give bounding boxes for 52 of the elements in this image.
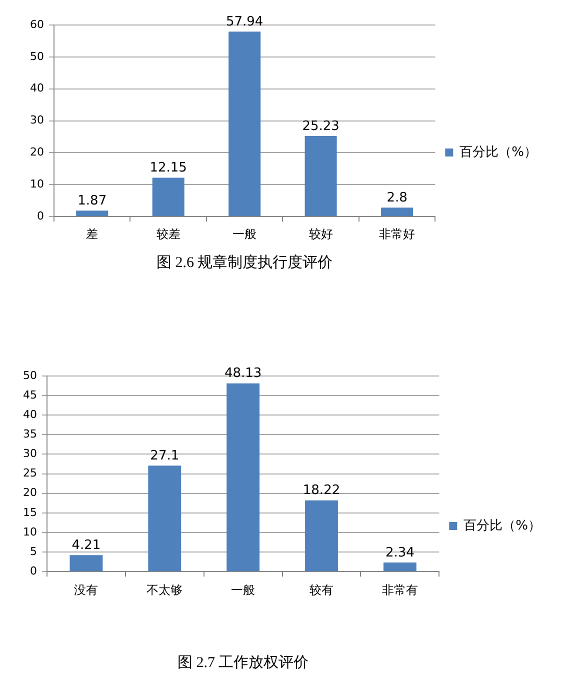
x-tick-label: 一般 bbox=[231, 582, 256, 597]
bar bbox=[228, 32, 261, 216]
x-tick-label: 一般 bbox=[232, 226, 257, 241]
data-label: 2.34 bbox=[385, 545, 414, 560]
legend-label: 百分比（%） bbox=[460, 144, 538, 160]
data-label: 25.23 bbox=[302, 118, 340, 134]
data-label: 12.15 bbox=[150, 160, 187, 176]
data-label: 27.1 bbox=[150, 448, 180, 464]
y-tick-label: 0 bbox=[36, 209, 44, 222]
y-tick-label: 0 bbox=[30, 564, 37, 578]
x-tick-label: 较好 bbox=[308, 226, 333, 241]
data-label: 48.13 bbox=[224, 366, 262, 382]
y-tick-label: 40 bbox=[30, 82, 44, 95]
x-tick-label: 没有 bbox=[74, 582, 98, 597]
legend-label: 百分比（%） bbox=[464, 518, 542, 534]
y-tick-label: 30 bbox=[30, 114, 44, 127]
data-label: 4.21 bbox=[72, 538, 101, 554]
bar bbox=[304, 136, 337, 216]
data-label: 57.94 bbox=[226, 14, 264, 30]
y-tick-label: 15 bbox=[22, 506, 37, 519]
y-tick-label: 45 bbox=[22, 388, 37, 402]
y-tick-label: 25 bbox=[22, 466, 37, 480]
bar bbox=[148, 466, 182, 572]
y-tick-label: 20 bbox=[22, 486, 37, 500]
y-tick-label: 40 bbox=[22, 408, 37, 421]
x-tick-label: 不太够 bbox=[146, 582, 183, 597]
text: 图 2.6 规章制度执行度评价 bbox=[156, 254, 333, 271]
bar bbox=[76, 210, 108, 216]
text: 图 2.7 工作放权评价 bbox=[177, 654, 309, 671]
bar bbox=[152, 178, 184, 216]
x-tick-label: 非常好 bbox=[379, 226, 416, 241]
bar bbox=[383, 562, 416, 572]
data-label: 18.22 bbox=[302, 483, 340, 498]
y-tick-label: 50 bbox=[30, 50, 44, 63]
x-tick-label: 较差 bbox=[156, 226, 180, 241]
bar bbox=[226, 383, 260, 572]
data-label: 2.8 bbox=[386, 190, 408, 206]
bar bbox=[305, 500, 338, 572]
y-tick-label: 10 bbox=[22, 525, 37, 538]
y-tick-label: 5 bbox=[30, 544, 37, 558]
y-tick-label: 60 bbox=[30, 18, 44, 31]
y-tick-label: 20 bbox=[30, 146, 44, 159]
y-tick-label: 10 bbox=[30, 178, 44, 191]
x-tick-label: 非常有 bbox=[382, 582, 418, 597]
x-tick-label: 较有 bbox=[310, 582, 334, 597]
data-label: 1.87 bbox=[78, 194, 107, 209]
x-tick-label: 差 bbox=[86, 226, 98, 241]
y-tick-label: 50 bbox=[22, 368, 37, 382]
y-tick-label: 35 bbox=[22, 428, 37, 441]
y-tick-label: 30 bbox=[22, 447, 37, 460]
bar bbox=[70, 555, 103, 572]
bar bbox=[381, 208, 414, 216]
